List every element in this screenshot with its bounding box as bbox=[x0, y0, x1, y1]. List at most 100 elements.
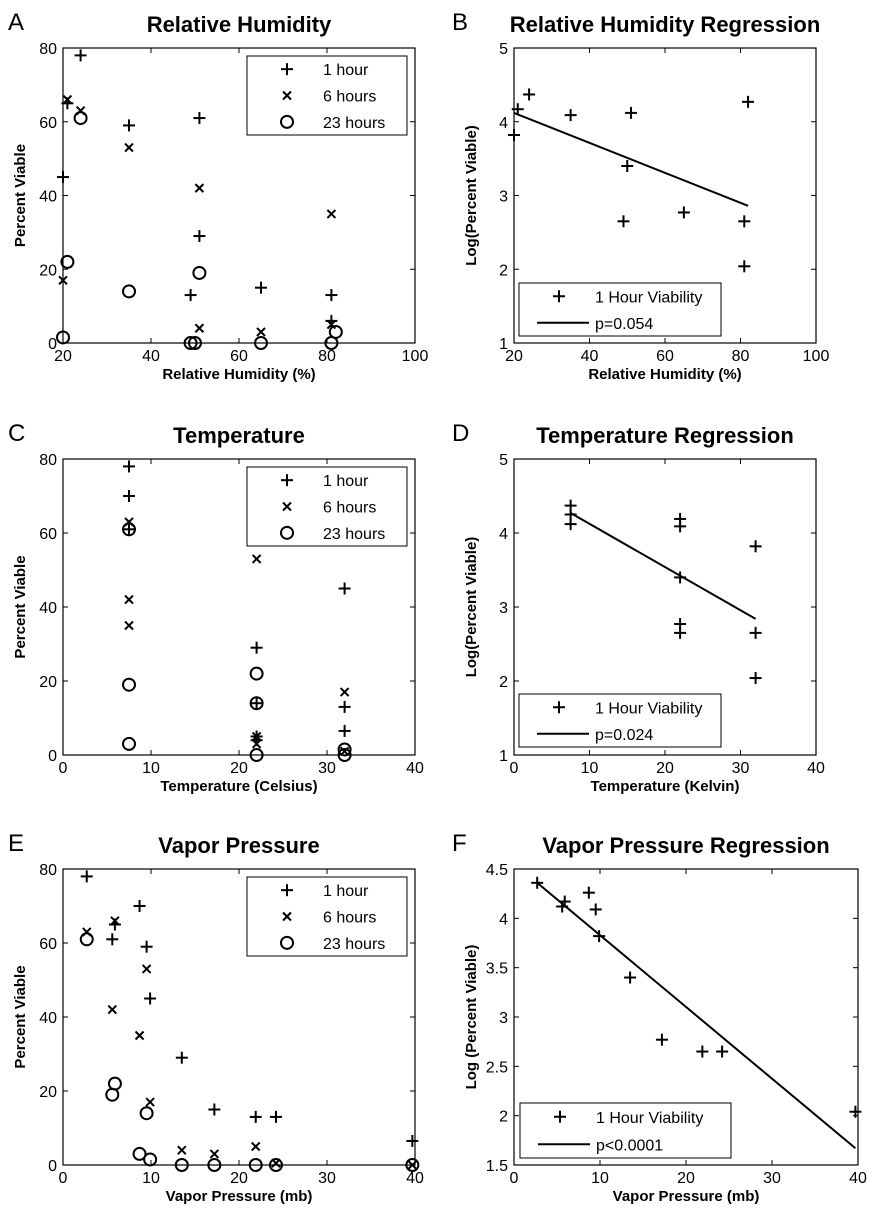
panel-e-point-circle bbox=[79, 932, 94, 947]
panel-a-point-circle bbox=[254, 336, 268, 350]
panel-a-legend-marker bbox=[281, 63, 293, 76]
panel-b-legend-label: p=0.054 bbox=[595, 316, 653, 333]
panel-e-point-circle bbox=[207, 1158, 222, 1172]
panel-f-ytick-label: 2 bbox=[499, 1109, 508, 1126]
panel-e-point-x bbox=[107, 1004, 117, 1015]
panel-d-legend-label: p=0.024 bbox=[595, 727, 653, 744]
panel-b-legend-box bbox=[518, 282, 722, 337]
panel-f-ylabel: Log (Percent Viable) bbox=[463, 945, 480, 1090]
panel-d-legend-label: 1 Hour Viability bbox=[595, 700, 702, 717]
panel-e-point-circle bbox=[268, 1158, 283, 1172]
panel-a-point-x bbox=[62, 94, 73, 105]
panel-f-ytick-label: 3.5 bbox=[486, 961, 508, 978]
panel-d-ytick-label: 2 bbox=[499, 674, 508, 691]
panel-a-legend-marker bbox=[282, 90, 292, 101]
panel-e-ytick-label: 80 bbox=[39, 862, 57, 879]
panel-e-xtick-label: 40 bbox=[406, 1170, 424, 1187]
panel-b-xtick-label: 40 bbox=[581, 348, 599, 365]
panel-a-point-x bbox=[256, 327, 266, 337]
panel-c-title: Temperature bbox=[173, 423, 305, 448]
panel-c-legend-label: 1 hour bbox=[323, 473, 369, 490]
panel-e-point-circle bbox=[248, 1158, 263, 1172]
panel-e-point-plus bbox=[106, 933, 119, 946]
panel-e-xlabel: Vapor Pressure (mb) bbox=[166, 1188, 313, 1205]
panel-d-legend-marker bbox=[553, 701, 565, 714]
panel-d-xtick-label: 40 bbox=[807, 760, 825, 777]
panel-c-point-circle bbox=[122, 677, 136, 692]
panel-e-point-plus bbox=[133, 900, 146, 912]
panel-a-point-plus bbox=[57, 171, 69, 184]
panel-a-ytick-label: 40 bbox=[39, 189, 57, 206]
panel-e-point-circle bbox=[174, 1158, 189, 1172]
panel-a-point-plus bbox=[255, 281, 267, 294]
panel-c-point-circle bbox=[337, 748, 352, 762]
panel-b-point-plus bbox=[742, 95, 755, 108]
panel-f-title: Vapor Pressure Regression bbox=[542, 833, 829, 858]
panel-e-point-x bbox=[209, 1149, 220, 1159]
panel-b-point-plus bbox=[511, 103, 524, 116]
panel-a-legend-box bbox=[246, 55, 408, 136]
panel-c-point-plus bbox=[123, 460, 135, 473]
panel-f-point-plus bbox=[582, 886, 595, 899]
panel-b-legend-marker bbox=[553, 290, 565, 303]
panel-b-ytick-label: 4 bbox=[499, 115, 508, 132]
panel-c-xtick-label: 40 bbox=[406, 760, 424, 777]
panel-c-xtick-label: 30 bbox=[318, 760, 336, 777]
panel-f-point-plus bbox=[624, 971, 637, 984]
panel-e-legend-label: 6 hours bbox=[323, 910, 376, 927]
panel-e: E Vapor Pressure 0 10 20 30 40 0 20 40 60 80 Vapor P… bbox=[8, 830, 424, 1205]
panel-e-point-x bbox=[407, 1160, 418, 1170]
panel-a-point-plus bbox=[325, 289, 338, 302]
panel-e-xtick-label: 20 bbox=[230, 1170, 248, 1187]
panel-a-point-x bbox=[326, 209, 337, 219]
panel-d-ytick-label: 1 bbox=[499, 748, 508, 765]
panel-c-xlabel: Temperature (Celsius) bbox=[160, 778, 317, 795]
panel-a-legend-label: 23 hours bbox=[323, 115, 385, 132]
panel-c-point-plus bbox=[123, 523, 135, 536]
panel-c-legend-label: 6 hours bbox=[323, 500, 376, 517]
panel-c-point-circle bbox=[249, 666, 264, 681]
panel-b-ylabel: Log(Percent Viable) bbox=[463, 125, 480, 266]
panel-c-legend-label: 23 hours bbox=[323, 526, 385, 543]
panel-c-point-circle bbox=[249, 696, 264, 711]
panel-c-point-circle bbox=[249, 748, 264, 762]
panel-d-regression-line bbox=[570, 512, 757, 620]
panel-f-legend-label: 1 Hour Viability bbox=[596, 1110, 703, 1127]
panel-b-ytick-label: 1 bbox=[499, 336, 508, 353]
panel-a-xlabel: Relative Humidity (%) bbox=[162, 366, 315, 383]
panel-c-point-plus bbox=[338, 700, 351, 713]
panel-b-title: Relative Humidity Regression bbox=[510, 12, 821, 37]
panel-d-ytick-label: 5 bbox=[499, 452, 508, 469]
panel-d-xtick-label: 20 bbox=[656, 760, 674, 777]
panel-d-letter: D bbox=[452, 420, 469, 447]
panel-d-xtick-label: 30 bbox=[732, 760, 750, 777]
panel-b-xlabel: Relative Humidity (%) bbox=[588, 366, 741, 383]
panel-b-ytick-label: 3 bbox=[499, 189, 508, 206]
panel-c-point-x bbox=[124, 594, 134, 605]
panel-f-ytick-label: 4.5 bbox=[486, 862, 508, 879]
panel-b-regression-line bbox=[513, 111, 749, 207]
panel-c-ytick-label: 0 bbox=[48, 748, 57, 765]
panel-f-regression-line bbox=[536, 882, 857, 1149]
panel-a-ytick-label: 20 bbox=[39, 262, 57, 279]
panel-e-xtick-label: 30 bbox=[318, 1170, 336, 1187]
panel-f-xlabel: Vapor Pressure (mb) bbox=[613, 1188, 760, 1205]
panel-f-ytick-label: 4 bbox=[499, 911, 508, 928]
panel-a-point-plus bbox=[193, 112, 206, 125]
panel-d-point-plus bbox=[749, 626, 762, 639]
panel-f: F Vapor Pressure Regression 0 10 20 30 40 1.5 2 2… bbox=[452, 830, 867, 1205]
panel-e-ytick-label: 40 bbox=[39, 1010, 57, 1027]
panel-b-point-plus bbox=[617, 215, 630, 228]
panel-b-xtick-label: 100 bbox=[803, 348, 830, 365]
panel-d-xlabel: Temperature (Kelvin) bbox=[591, 778, 740, 795]
panel-e-legend-box bbox=[246, 876, 408, 957]
panel-b-point-plus bbox=[625, 106, 638, 119]
panel-d-legend: 1 Hour Viability p=0.024 bbox=[518, 693, 722, 748]
panel-c-ylabel: Percent Viable bbox=[12, 555, 29, 658]
panel-a-legend-marker bbox=[280, 114, 294, 129]
panel-a-point-plus bbox=[74, 49, 87, 62]
panel-c-point-circle bbox=[122, 736, 136, 751]
panel-c-point-plus bbox=[250, 641, 263, 654]
panel-e-point-plus bbox=[144, 992, 157, 1005]
